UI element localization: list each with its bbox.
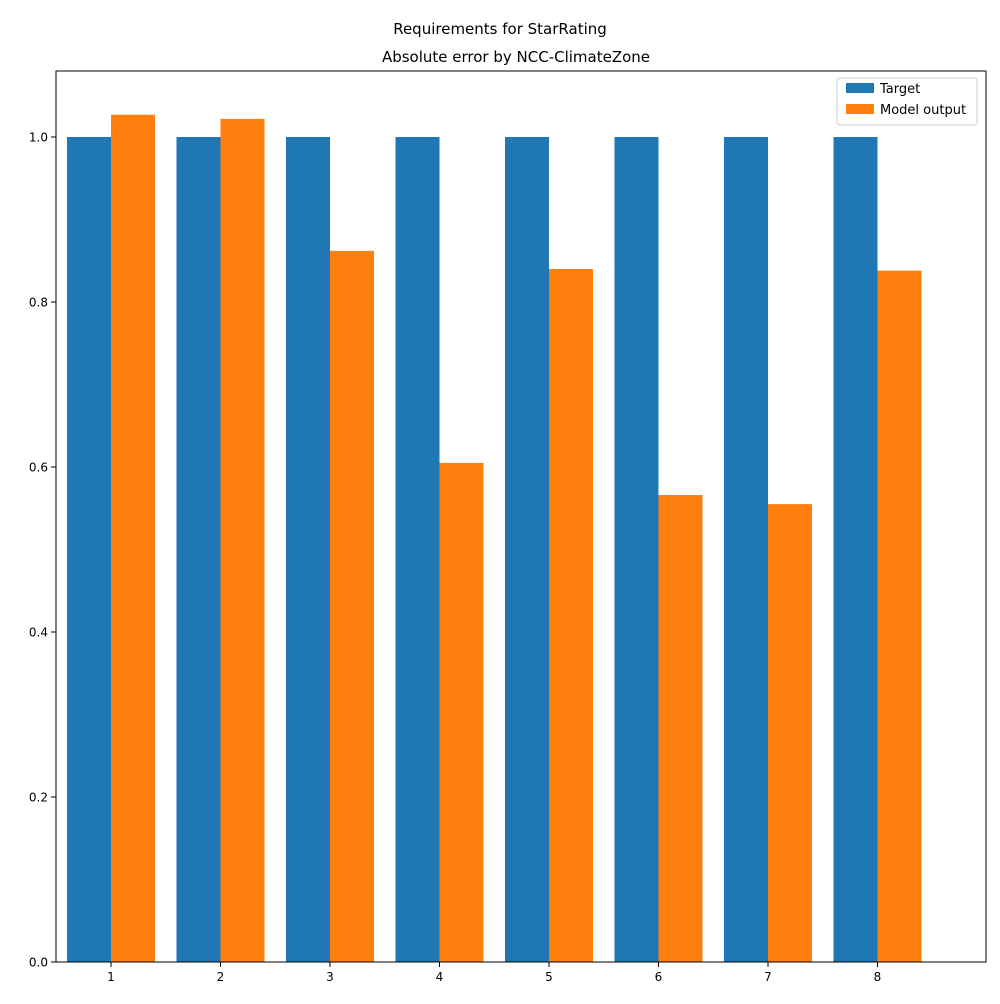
legend-swatch-target — [846, 83, 874, 93]
bar-target-4 — [395, 137, 440, 962]
legend: Target Model output — [836, 77, 978, 126]
x-tick-label-2: 2 — [217, 970, 225, 984]
chart-title: Absolute error by NCC-ClimateZone — [382, 48, 650, 66]
legend-label-target: Target — [879, 82, 920, 97]
x-tick-label-4: 4 — [436, 970, 444, 984]
bar-model-output-7 — [768, 504, 812, 962]
y-tick-label: 0.2 — [29, 791, 48, 805]
bar-model-output-8 — [877, 270, 922, 962]
plot-frame — [55, 70, 987, 963]
bar-target-6 — [614, 137, 659, 962]
y-tick-label: 0.8 — [29, 296, 48, 310]
x-tick-label-8: 8 — [874, 970, 882, 984]
bar-target-3 — [286, 137, 330, 962]
bar-model-output-1 — [111, 114, 155, 963]
legend-swatch-model-output — [846, 104, 874, 114]
bar-target-2 — [176, 137, 221, 962]
y-tick-label: 0.0 — [29, 956, 48, 970]
bar-model-output-5 — [549, 269, 593, 962]
bar-model-output-6 — [658, 495, 703, 962]
bar-target-7 — [724, 137, 768, 962]
chart-suptitle: Requirements for StarRating — [393, 20, 607, 38]
x-axis: 1 2 3 4 5 6 7 8 — [107, 962, 881, 984]
y-axis: 0.0 0.2 0.4 0.6 0.8 1.0 — [29, 131, 56, 970]
x-tick-label-3: 3 — [326, 970, 334, 984]
x-tick-label-1: 1 — [107, 970, 115, 984]
x-tick-label-6: 6 — [655, 970, 663, 984]
bar-model-output-4 — [439, 462, 484, 962]
bar-model-output-3 — [330, 250, 374, 963]
bar-target-8 — [833, 137, 878, 962]
bar-target-1 — [67, 137, 111, 962]
legend-label-model-output: Model output — [880, 103, 966, 118]
y-tick-label: 0.6 — [29, 461, 48, 475]
y-tick-label: 1.0 — [29, 131, 48, 145]
bar-model-output-2 — [220, 118, 265, 963]
x-tick-label-7: 7 — [764, 970, 772, 984]
bar-target-5 — [505, 137, 549, 962]
x-tick-label-5: 5 — [545, 970, 553, 984]
y-tick-label: 0.4 — [29, 626, 48, 640]
bars-group — [67, 114, 922, 963]
